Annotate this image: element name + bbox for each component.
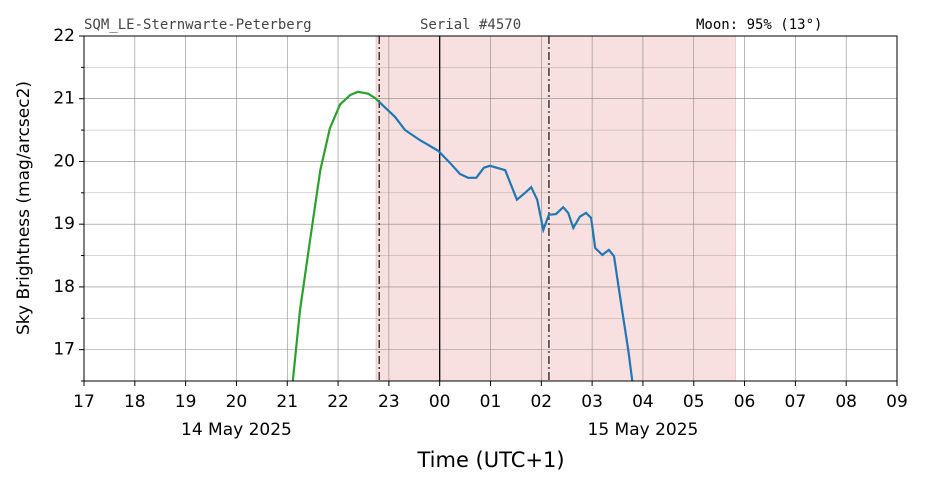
y-tick-label: 19 bbox=[53, 214, 75, 234]
x-tick-label: 05 bbox=[683, 392, 705, 412]
y-tick-label: 22 bbox=[53, 26, 75, 46]
x-tick-label: 17 bbox=[73, 392, 95, 412]
x-tick-label: 19 bbox=[175, 392, 197, 412]
date-label: 14 May 2025 bbox=[181, 420, 292, 440]
y-tick-label: 18 bbox=[53, 277, 75, 297]
y-tick-label: 17 bbox=[53, 340, 75, 360]
x-axis-label: Time (UTC+1) bbox=[416, 448, 564, 472]
y-tick-label: 21 bbox=[53, 89, 75, 109]
x-tick-label: 21 bbox=[276, 392, 298, 412]
y-axis-label: Sky Brightness (mag/arcsec2) bbox=[14, 81, 34, 335]
x-tick-label: 06 bbox=[734, 392, 756, 412]
x-tick-label: 04 bbox=[632, 392, 654, 412]
y-tick-label: 20 bbox=[53, 151, 75, 171]
moon-label: Moon: 95% (13°) bbox=[696, 17, 822, 33]
x-tick-label: 07 bbox=[785, 392, 807, 412]
x-tick-label: 09 bbox=[886, 392, 908, 412]
data-line bbox=[291, 90, 380, 382]
x-tick-label: 03 bbox=[581, 392, 603, 412]
data-line bbox=[378, 101, 634, 382]
x-tick-label: 01 bbox=[480, 392, 502, 412]
site-label: SQM_LE-Sternwarte-Peterberg bbox=[84, 17, 312, 33]
x-tick-label: 18 bbox=[124, 392, 146, 412]
x-tick-label: 20 bbox=[226, 392, 248, 412]
x-tick-label: 00 bbox=[429, 392, 451, 412]
x-tick-label: 23 bbox=[378, 392, 400, 412]
x-tick-label: 22 bbox=[327, 392, 349, 412]
x-tick-label: 08 bbox=[835, 392, 857, 412]
date-label: 15 May 2025 bbox=[588, 420, 699, 440]
shaded-span bbox=[375, 35, 736, 382]
serial-label: Serial #4570 bbox=[420, 17, 521, 33]
x-tick-label: 02 bbox=[530, 392, 552, 412]
